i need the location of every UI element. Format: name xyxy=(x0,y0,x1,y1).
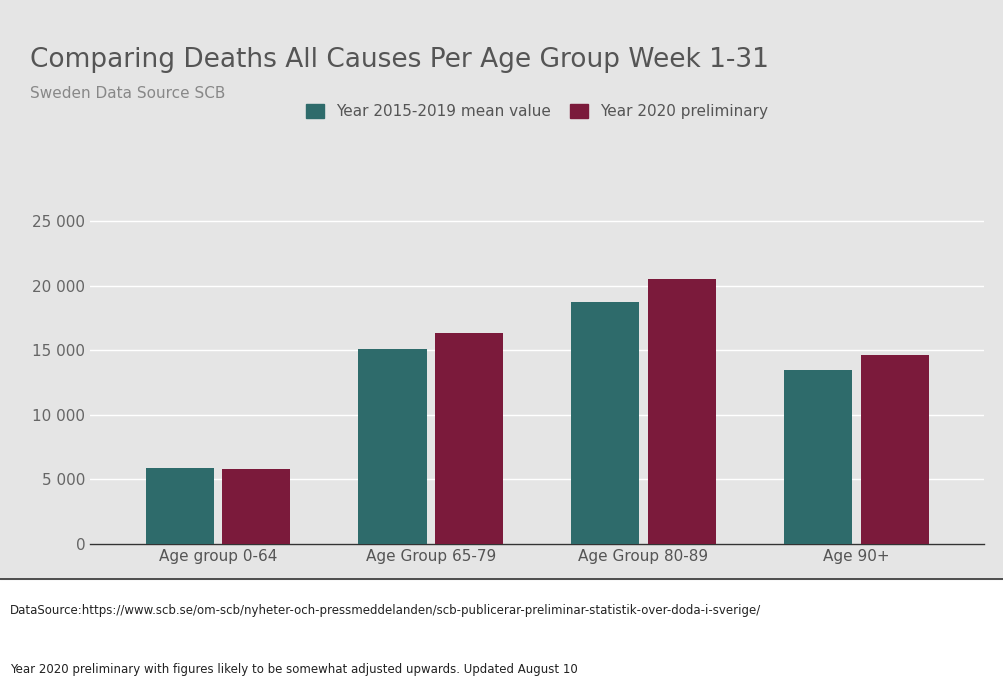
Bar xyxy=(783,370,852,544)
Bar xyxy=(222,470,290,544)
Text: Comparing Deaths All Causes Per Age Group Week 1-31: Comparing Deaths All Causes Per Age Grou… xyxy=(30,47,768,73)
Text: DataSource:https://www.scb.se/om-scb/nyheter-och-pressmeddelanden/scb-publicerar: DataSource:https://www.scb.se/om-scb/nyh… xyxy=(10,604,760,617)
Bar xyxy=(434,332,503,544)
Bar xyxy=(860,355,928,544)
Text: Sweden Data Source SCB: Sweden Data Source SCB xyxy=(30,86,226,101)
Text: Year 2020 preliminary with figures likely to be somewhat adjusted upwards. Updat: Year 2020 preliminary with figures likel… xyxy=(10,663,577,676)
Bar xyxy=(145,468,214,544)
Bar xyxy=(571,302,639,544)
Legend: Year 2015-2019 mean value, Year 2020 preliminary: Year 2015-2019 mean value, Year 2020 pre… xyxy=(300,98,773,125)
Bar xyxy=(358,348,426,544)
Bar xyxy=(647,279,715,544)
